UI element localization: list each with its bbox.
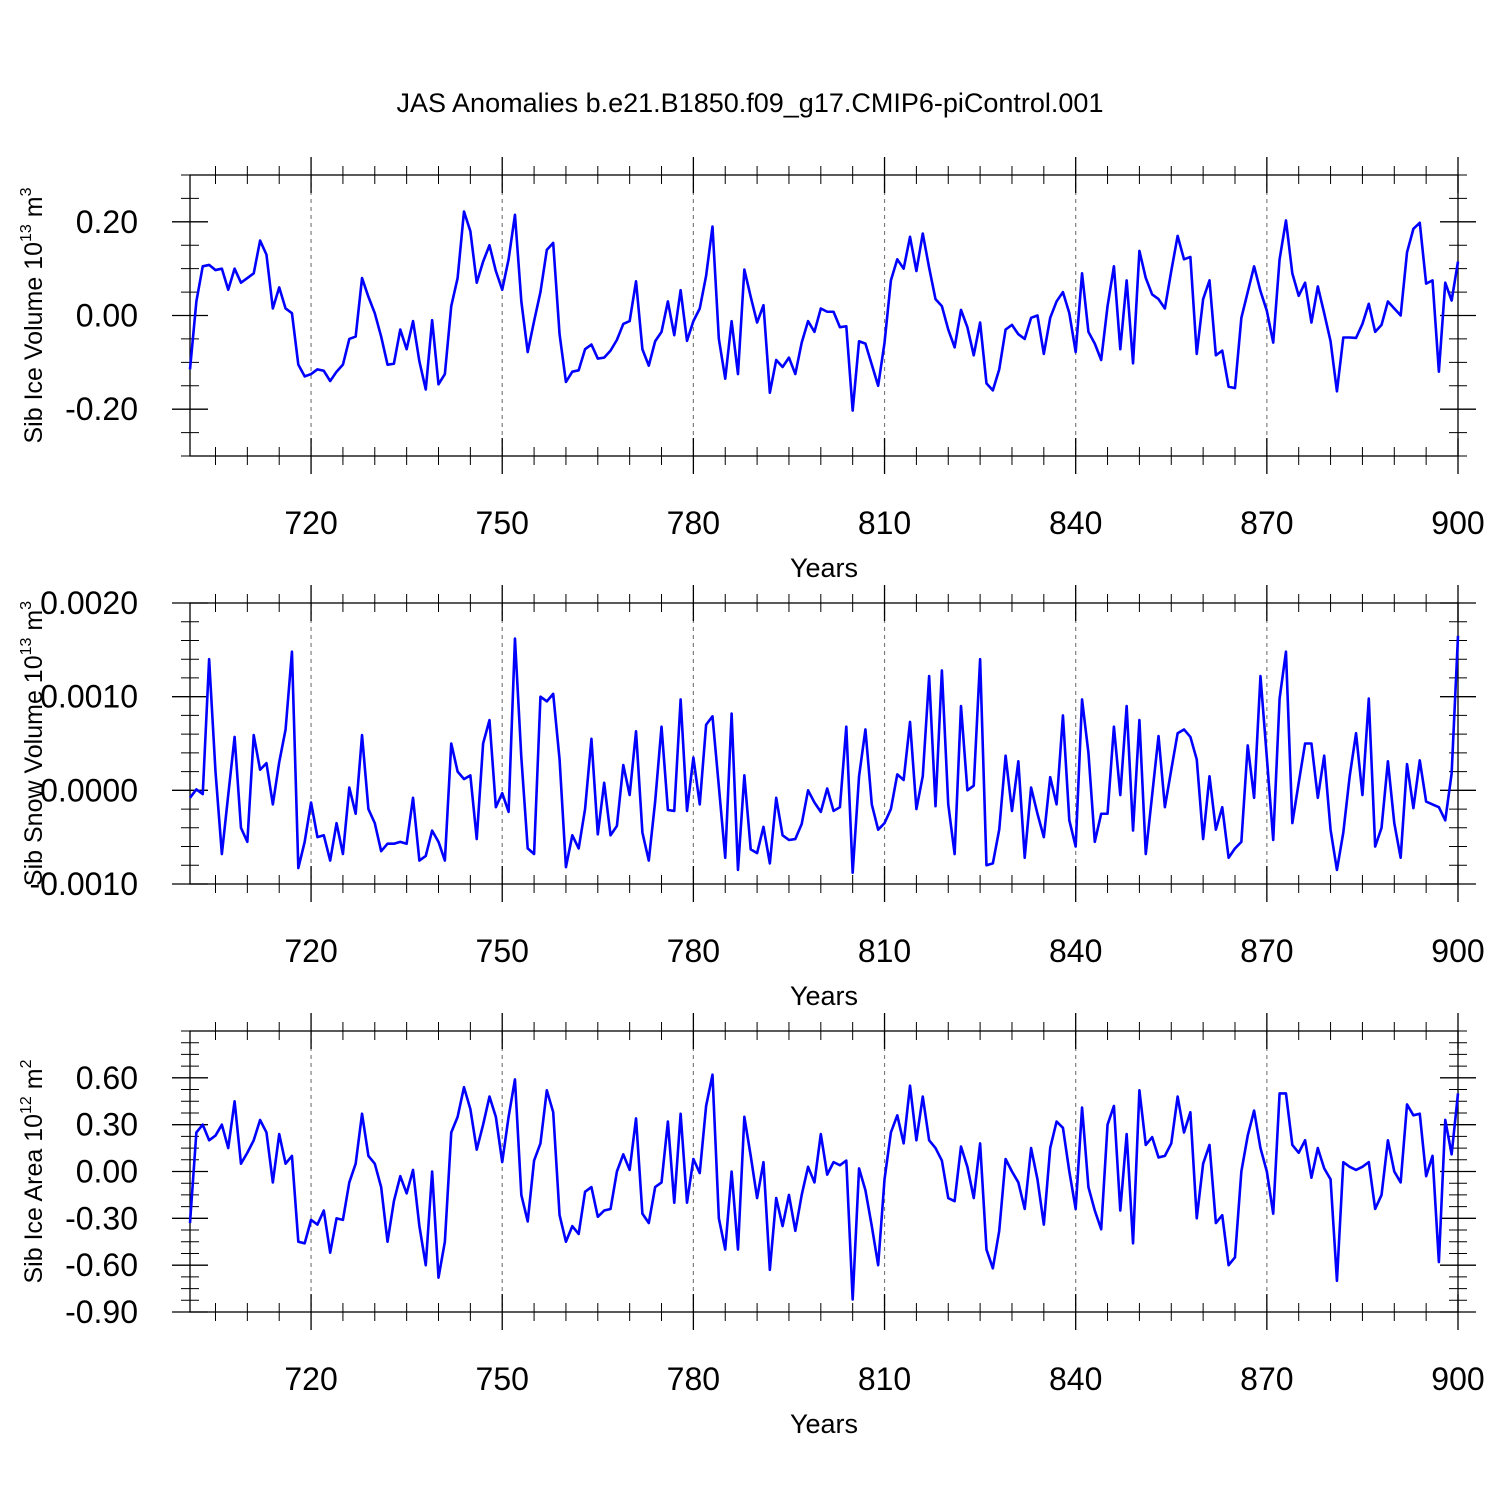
y-tick-label: 0.00 bbox=[76, 1154, 138, 1190]
x-tick-label: 780 bbox=[667, 505, 720, 541]
y-axis-label-unit: m bbox=[20, 196, 48, 224]
y-axis-label-exponent: 12 bbox=[18, 1096, 35, 1114]
y-axis-label-unit-exponent: 3 bbox=[18, 187, 35, 196]
y-axis-label-unit-exponent: 2 bbox=[18, 1059, 35, 1068]
x-tick-label: 870 bbox=[1240, 1361, 1293, 1397]
x-tick-label: 870 bbox=[1240, 505, 1293, 541]
y-tick-label: -0.90 bbox=[65, 1294, 138, 1330]
x-axis-label: Years bbox=[790, 981, 858, 1011]
y-tick-label: 0.0010 bbox=[40, 679, 138, 715]
y-tick-label: 0.60 bbox=[76, 1060, 138, 1096]
x-axis-label: Years bbox=[790, 1409, 858, 1439]
x-tick-label: 810 bbox=[858, 505, 911, 541]
chart-panel-1: -0.20 0.00 0.20 720 750 780 810 840 870 900 Years S… bbox=[18, 157, 1485, 583]
y-axis-label-unit: m bbox=[20, 1068, 48, 1096]
x-tick-label: 840 bbox=[1049, 933, 1102, 969]
y-axis-label-exponent: 13 bbox=[18, 637, 35, 655]
y-axis-label: Sib Snow Volume 1013 m3 bbox=[18, 601, 48, 886]
x-tick-label: 720 bbox=[284, 505, 337, 541]
y-axis-label-exponent: 13 bbox=[18, 224, 35, 242]
x-tick-label: 750 bbox=[476, 933, 529, 969]
y-tick-label: 0.00 bbox=[76, 298, 138, 334]
y-tick-label: -0.20 bbox=[65, 391, 138, 427]
series-line-1 bbox=[188, 210, 1460, 412]
x-tick-label: 810 bbox=[858, 933, 911, 969]
x-tick-label: 750 bbox=[476, 505, 529, 541]
x-tick-label: 900 bbox=[1431, 505, 1484, 541]
y-tick-label: 0.0000 bbox=[40, 772, 138, 808]
y-axis-label-text: Sib Ice Area 10 bbox=[20, 1114, 48, 1284]
y-tick-label: -0.60 bbox=[65, 1247, 138, 1283]
x-tick-label: 780 bbox=[667, 933, 720, 969]
x-tick-label: 720 bbox=[284, 1361, 337, 1397]
y-tick-label: 0.20 bbox=[76, 204, 138, 240]
y-axis-label: Sib Ice Volume 1013 m3 bbox=[18, 187, 48, 443]
y-tick-label: 0.30 bbox=[76, 1107, 138, 1143]
plot-frame bbox=[189, 602, 1459, 885]
x-tick-label: 840 bbox=[1049, 1361, 1102, 1397]
x-axis-label: Years bbox=[790, 553, 858, 583]
y-axis-label-unit: m bbox=[20, 610, 48, 638]
plot-frame bbox=[189, 1030, 1459, 1313]
chart-panel-3: -0.90 -0.60 -0.30 0.00 0.30 0.60 720 750 780 810 8… bbox=[18, 1013, 1485, 1439]
series-line-3 bbox=[188, 1073, 1460, 1301]
x-tick-label: 810 bbox=[858, 1361, 911, 1397]
plot-frame bbox=[189, 174, 1459, 457]
y-axis-label-text: Sib Ice Volume 10 bbox=[20, 242, 48, 444]
x-tick-label: 900 bbox=[1431, 1361, 1484, 1397]
y-axis-label-text: Sib Snow Volume 10 bbox=[20, 655, 48, 886]
y-tick-label: 0.0020 bbox=[40, 585, 138, 621]
y-axis-label: Sib Ice Area 1012 m2 bbox=[18, 1059, 48, 1283]
y-axis-label-unit-exponent: 3 bbox=[18, 601, 35, 610]
x-tick-label: 900 bbox=[1431, 933, 1484, 969]
y-tick-label: -0.30 bbox=[65, 1200, 138, 1236]
x-tick-label: 870 bbox=[1240, 933, 1293, 969]
x-tick-label: 750 bbox=[476, 1361, 529, 1397]
x-tick-label: 780 bbox=[667, 1361, 720, 1397]
chart-panel-2: -0.0010 0.0000 0.0010 0.0020 720 750 780 810 840… bbox=[18, 585, 1485, 1011]
figure-title: JAS Anomalies b.e21.B1850.f09_g17.CMIP6-… bbox=[397, 88, 1104, 118]
y-tick-label: -0.0010 bbox=[29, 866, 138, 902]
series-line-2 bbox=[188, 635, 1460, 875]
x-tick-label: 720 bbox=[284, 933, 337, 969]
x-tick-label: 840 bbox=[1049, 505, 1102, 541]
